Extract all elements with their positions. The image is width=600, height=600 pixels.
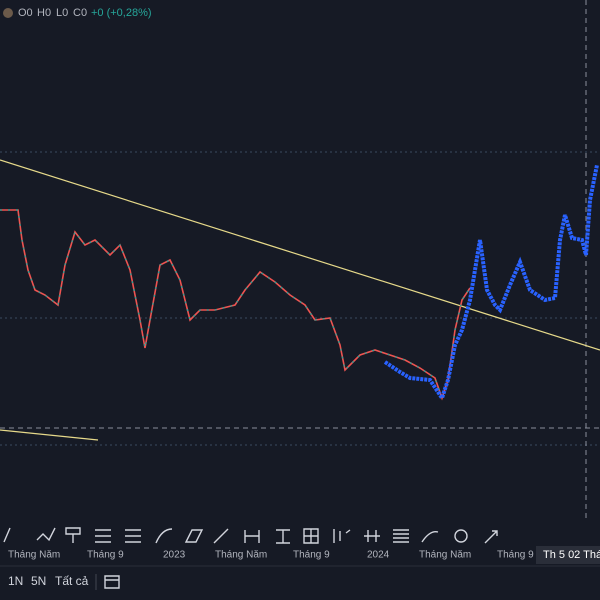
legend-close: C0 — [73, 7, 87, 19]
tool-icon[interactable] — [484, 530, 498, 544]
crosshair-label-bg — [536, 546, 600, 564]
time-label: Tháng 9 — [293, 550, 330, 561]
time-label: Tháng 9 — [497, 550, 534, 561]
tool-icon[interactable] — [213, 528, 229, 544]
tool-icon[interactable] — [454, 529, 468, 543]
tool-icon[interactable] — [3, 527, 56, 543]
tool-icon[interactable] — [276, 529, 290, 544]
time-label: Tháng Năm — [8, 550, 60, 561]
tool-icon[interactable] — [184, 529, 204, 543]
range-button[interactable]: Tất cả — [55, 574, 89, 588]
tool-icon[interactable] — [421, 531, 439, 543]
crosshair-label: Th 5 02 Tháng — [543, 549, 600, 561]
tool-icon[interactable] — [95, 529, 111, 543]
legend-open: O0 — [18, 7, 33, 19]
trend-line — [0, 159, 600, 351]
tool-icon[interactable] — [65, 527, 81, 543]
date-range-icon[interactable] — [104, 575, 120, 589]
toolbar — [0, 520, 600, 550]
trend-line — [0, 429, 99, 441]
price-candles-up — [0, 209, 471, 400]
time-label: Tháng Năm — [419, 550, 471, 561]
drawing-toolbar — [3, 527, 498, 544]
symbol-icon[interactable] — [3, 8, 13, 18]
price-overlay — [383, 164, 599, 403]
time-label: 2024 — [367, 550, 390, 561]
tool-icon[interactable] — [155, 528, 173, 544]
time-label: 2023 — [163, 550, 186, 561]
time-label: Tháng Năm — [215, 550, 267, 561]
tool-icon[interactable] — [244, 530, 260, 543]
legend-low: L0 — [56, 7, 68, 19]
tool-icon[interactable] — [333, 529, 351, 543]
legend-high: H0 — [37, 7, 51, 19]
time-label: Tháng 9 — [87, 550, 124, 561]
time-axis: Tháng Năm Tháng 9 2023 Tháng Năm Tháng 9 2024… — [8, 550, 534, 561]
tool-icon[interactable] — [303, 528, 319, 544]
tool-icon[interactable] — [393, 529, 409, 543]
range-button[interactable]: 5N — [31, 574, 46, 588]
legend-change: +0 (+0,28%) — [91, 7, 152, 19]
tool-icon[interactable] — [364, 530, 380, 542]
range-button[interactable]: 1N — [8, 574, 23, 588]
tool-icon[interactable] — [125, 529, 141, 543]
